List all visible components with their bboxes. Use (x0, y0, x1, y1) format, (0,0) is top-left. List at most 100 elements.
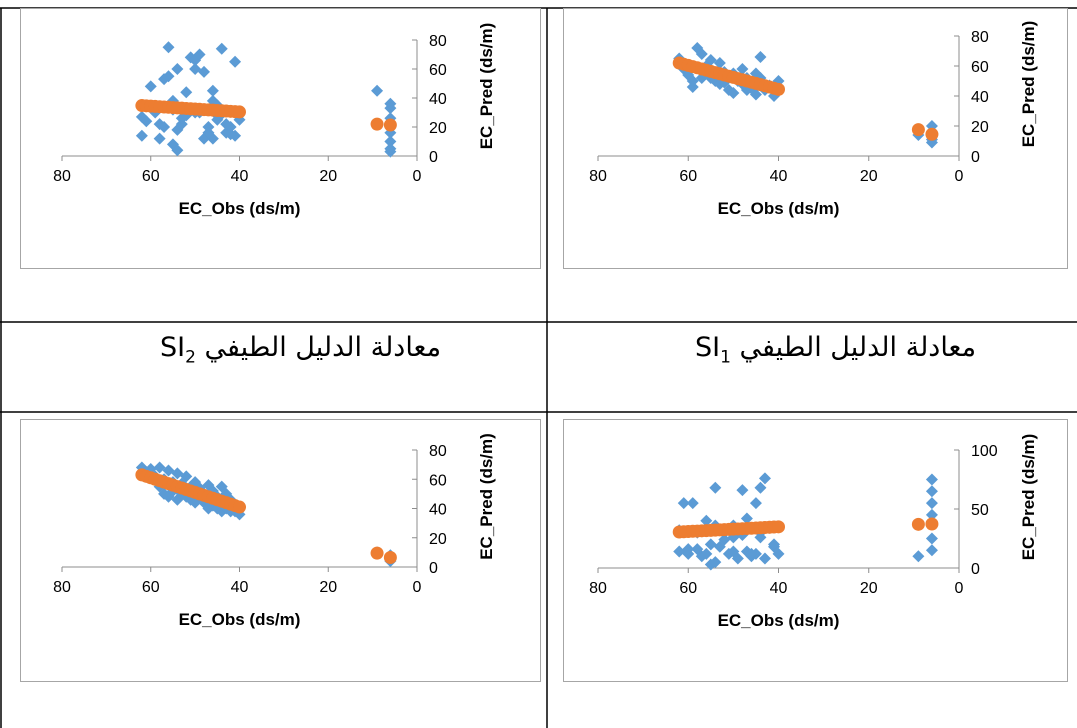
caption-si1: معادلة الدليل الطيفي SI1 (695, 332, 976, 367)
data-point (700, 514, 713, 527)
x-axis-title: EC_Obs (ds/m) (179, 199, 301, 218)
data-point (745, 547, 758, 560)
x-tick-label: 60 (142, 168, 160, 185)
data-point (691, 42, 704, 54)
y-tick-label: 80 (429, 443, 447, 460)
x-tick-label: 80 (53, 168, 71, 185)
y-tick-label: 50 (971, 502, 989, 519)
y-tick-label: 20 (429, 531, 447, 548)
regression-point (370, 117, 384, 131)
data-point (686, 497, 699, 510)
data-point (220, 118, 233, 131)
x-tick-label: 0 (955, 580, 964, 597)
data-point (384, 135, 397, 148)
regression-series (135, 99, 397, 132)
x-tick-label: 40 (231, 579, 249, 596)
y-tick-label: 40 (429, 91, 447, 108)
chart-top-left: 80 60 40 20 00 20 40 60 80 EC_Obs (ds/m) EC_Pred (… (53, 23, 496, 218)
data-point (215, 42, 228, 55)
data-point (371, 84, 384, 97)
regression-point (383, 118, 397, 132)
x-tick-label: 60 (679, 580, 697, 597)
data-point (215, 505, 228, 518)
data-point (162, 464, 175, 477)
data-point (925, 532, 938, 545)
data-point (925, 497, 938, 510)
data-point (925, 485, 938, 498)
caption-si1-symbol: SI (695, 332, 721, 363)
regression-point (911, 123, 925, 137)
y-tick-label: 40 (971, 89, 989, 106)
data-point (180, 86, 193, 99)
data-point (189, 63, 202, 75)
observed-series (673, 42, 938, 149)
data-point (695, 48, 708, 60)
data-point (153, 118, 166, 131)
regression-point (911, 517, 925, 531)
x-tick-label: 60 (679, 168, 697, 185)
x-tick-label: 80 (589, 580, 607, 597)
data-point (144, 463, 157, 476)
data-point (677, 497, 690, 510)
x-axis-title: EC_Obs (ds/m) (179, 610, 301, 629)
data-point (754, 51, 767, 63)
data-point (202, 126, 215, 139)
data-point (709, 556, 722, 569)
y-tick-label: 20 (971, 119, 989, 136)
data-point (189, 496, 202, 509)
y-tick-label: 80 (971, 29, 989, 46)
caption-si2-text: معادلة الدليل الطيفي (195, 332, 442, 363)
data-point (673, 545, 686, 558)
data-point (925, 544, 938, 557)
chart-bottom-right: 80 60 40 20 00 50 100 EC_Obs (ds/m) EC_Pred (ds/… (589, 434, 1038, 630)
x-tick-label: 0 (955, 168, 964, 185)
regression-point (772, 82, 785, 96)
y-axis-title: EC_Pred (ds/m) (1019, 21, 1038, 148)
x-axis-title: EC_Obs (ds/m) (718, 611, 840, 630)
data-point (140, 115, 153, 128)
data-point (722, 547, 735, 560)
y-axis-title: EC_Pred (ds/m) (1019, 434, 1038, 561)
data-point (713, 78, 726, 90)
x-tick-label: 0 (413, 168, 422, 185)
regression-series (672, 517, 939, 539)
data-point (772, 547, 785, 560)
data-point (229, 55, 242, 68)
data-point (709, 481, 722, 494)
data-point (206, 484, 219, 497)
data-point (740, 512, 753, 525)
data-point (224, 128, 237, 141)
data-point (758, 552, 771, 565)
x-tick-label: 60 (142, 579, 160, 596)
data-point (682, 543, 695, 556)
regression-point (370, 546, 384, 560)
caption-si2-symbol: SI (160, 332, 186, 363)
data-point (758, 472, 771, 485)
y-tick-label: 0 (429, 149, 438, 166)
data-point (206, 84, 219, 97)
y-tick-label: 0 (971, 561, 980, 578)
data-point (704, 538, 717, 551)
data-point (700, 547, 713, 560)
data-point (727, 545, 740, 558)
y-tick-label: 0 (429, 560, 438, 577)
x-tick-label: 40 (770, 580, 788, 597)
data-point (727, 87, 740, 99)
data-point (749, 497, 762, 510)
y-tick-label: 100 (971, 443, 998, 460)
chart-frame-bottom-right (563, 419, 1068, 682)
regression-series (672, 56, 939, 141)
chart-bottom-left: 80 60 40 20 00 20 40 60 80 EC_Obs (ds/m) EC_Pred (… (53, 433, 496, 629)
regression-point (925, 517, 939, 531)
data-point (925, 473, 938, 486)
chart-frame-bottom-left (20, 419, 541, 682)
regression-series (135, 468, 397, 564)
data-point (704, 54, 717, 66)
y-tick-label: 40 (429, 502, 447, 519)
regression-point (233, 500, 246, 514)
y-tick-label: 60 (429, 472, 447, 489)
data-point (686, 75, 699, 87)
y-tick-label: 80 (429, 33, 447, 50)
data-point (384, 97, 397, 110)
